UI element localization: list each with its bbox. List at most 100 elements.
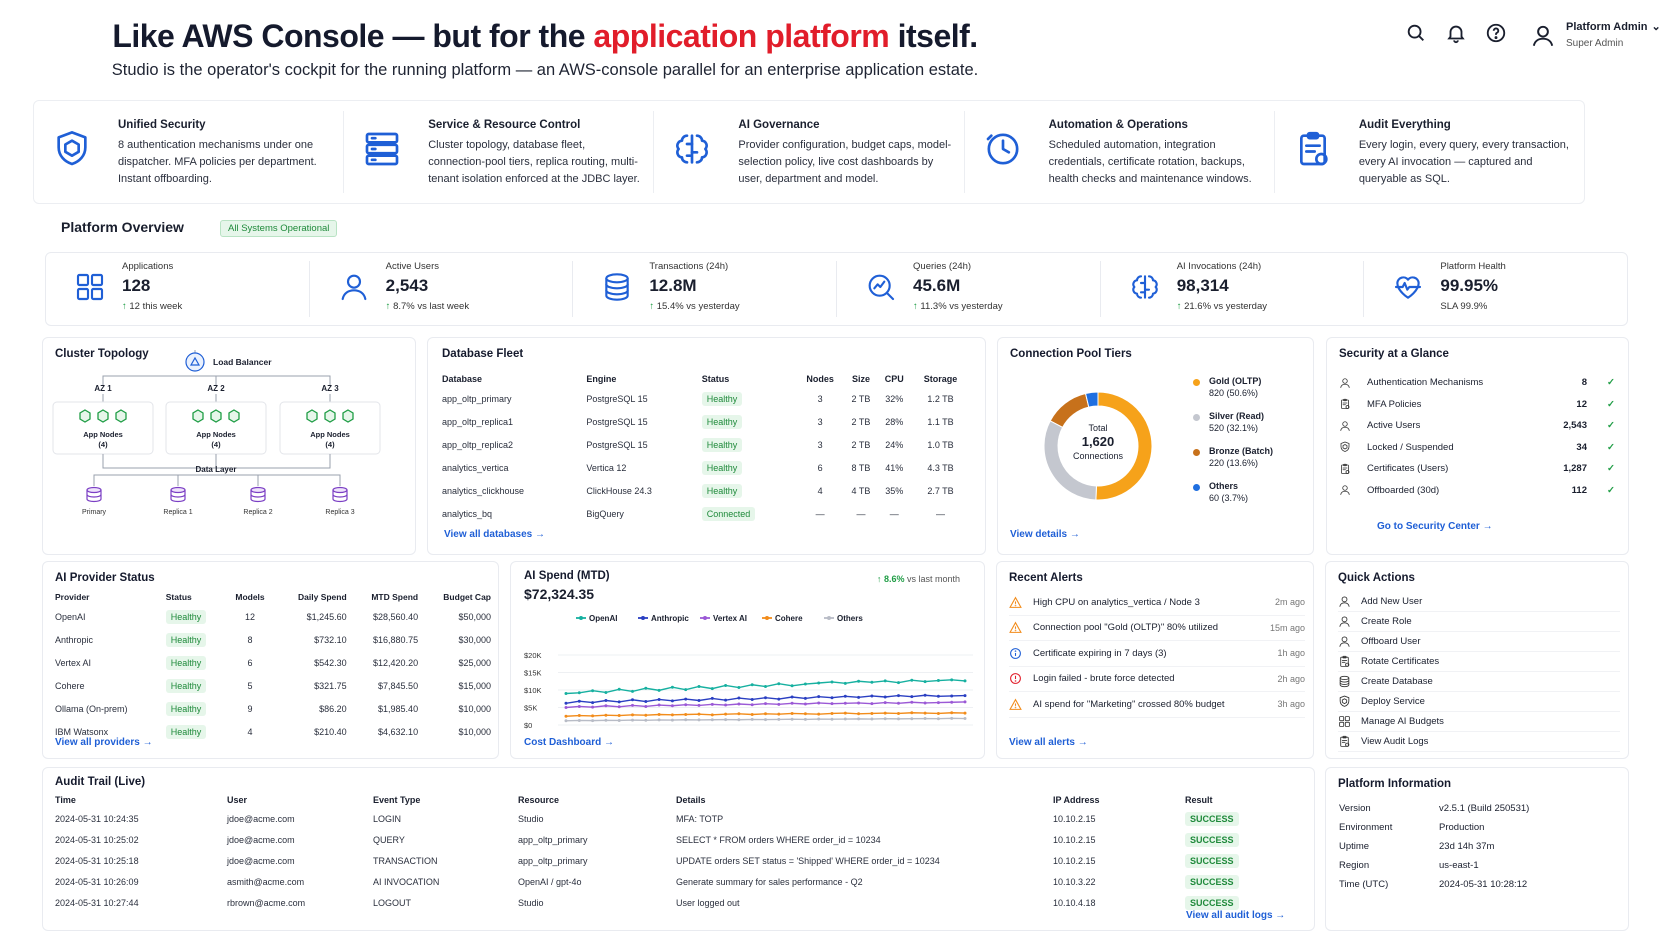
view-all-providers-link[interactable]: View all providers → xyxy=(55,737,153,748)
hero: Like AWS Console — but for the applicati… xyxy=(0,0,1672,95)
data-point xyxy=(843,681,847,685)
legend-label: OpenAI xyxy=(589,614,617,623)
data-point xyxy=(803,717,807,721)
security-row[interactable]: Locked / Suspended 34 ✓ xyxy=(1339,437,1621,459)
audit-row[interactable]: 2024-05-31 10:24:35 jdoe@acme.com LOGIN Stu… xyxy=(55,808,1300,829)
data-point xyxy=(604,690,608,694)
arrow-up-icon: ↑ xyxy=(385,301,394,312)
fleet-cell: BigQuery xyxy=(586,508,624,519)
data-point xyxy=(923,680,927,684)
fleet-cell: PostgreSQL 15 xyxy=(586,416,648,427)
quick-action-item[interactable]: Rotate Certificates xyxy=(1338,652,1620,672)
security-label: Offboarded (30d) xyxy=(1367,484,1440,496)
legend-item: Others xyxy=(824,614,863,623)
fleet-cell: 41% xyxy=(885,462,904,473)
node-icon xyxy=(115,409,127,423)
fleet-cell: analytics_clickhouse xyxy=(442,485,525,496)
help-icon[interactable] xyxy=(1485,22,1507,44)
cost-dashboard-link[interactable]: Cost Dashboard → xyxy=(524,737,615,748)
alert-row[interactable]: Connection pool "Gold (OLTP)" 80% utiliz… xyxy=(1009,616,1305,641)
search-icon[interactable] xyxy=(1405,22,1427,44)
kpi-delta-text: 11.3% vs yesterday xyxy=(920,301,1003,312)
audit-row[interactable]: 2024-05-31 10:25:02 jdoe@acme.com QUERY app… xyxy=(55,829,1300,850)
security-row[interactable]: Authentication Mechanisms 8 ✓ xyxy=(1339,372,1621,394)
security-row[interactable]: Active Users 2,543 ✓ xyxy=(1339,415,1621,437)
view-all-databases-link[interactable]: View all databases → xyxy=(444,529,545,540)
data-point xyxy=(697,703,701,707)
database-fleet-card: Database Fleet Database Engine Status Nodes… xyxy=(427,337,986,555)
quick-action-item[interactable]: Create Role xyxy=(1338,612,1620,632)
alert-row[interactable]: Certificate expiring in 7 days (3) 1h ago xyxy=(1009,641,1305,667)
data-point xyxy=(724,703,728,707)
fleet-row[interactable]: analytics_vertica Vertica 12 Healthy 6 8 TB 4… xyxy=(442,456,970,479)
node-icon xyxy=(306,409,318,423)
kpi-label: Applications xyxy=(122,261,174,272)
data-point xyxy=(697,699,701,702)
provider-cell: OpenAI xyxy=(55,611,86,622)
security-value: 2,543 xyxy=(1563,420,1587,432)
data-point xyxy=(657,713,661,716)
user-menu[interactable]: Platform Admin ⌄ Super Admin xyxy=(1530,20,1661,49)
view-all-audit-link[interactable]: View all audit logs → xyxy=(1186,910,1286,921)
fleet-row[interactable]: app_oltp_replica2 PostgreSQL 15 Healthy 3 2 … xyxy=(442,433,970,456)
audit-cell: QUERY xyxy=(373,834,405,845)
security-row[interactable]: Offboarded (30d) 112 ✓ xyxy=(1339,480,1621,502)
fleet-row[interactable]: analytics_bq BigQuery Connected — — — — xyxy=(442,502,970,525)
security-row[interactable]: Certificates (Users) 1,287 ✓ xyxy=(1339,458,1621,480)
quick-action-label: Add New User xyxy=(1361,596,1423,607)
status-badge: Healthy xyxy=(165,701,207,716)
provider-row[interactable]: Vertex AI Healthy 6 $542.30 $12,420.20 $25,00… xyxy=(55,651,491,674)
arrow-up-icon: ↑ xyxy=(122,301,130,312)
feature-1: Service & Resource Control Cluster topolo… xyxy=(344,111,655,193)
provider-row[interactable]: OpenAI Healthy 12 $1,245.60 $28,560.40 $50,00… xyxy=(55,605,491,628)
audit-row[interactable]: 2024-05-31 10:26:09 asmith@acme.com AI INV… xyxy=(55,871,1300,892)
legend-dot xyxy=(1193,484,1200,491)
provider-row[interactable]: IBM Watsonx Healthy 4 $210.40 $4,632.10 $10,0… xyxy=(55,720,491,743)
data-point xyxy=(936,694,940,698)
data-point xyxy=(883,695,887,699)
quick-action-label: Rotate Certificates xyxy=(1361,656,1440,667)
tier-detail: 220 (13.6%) xyxy=(1209,458,1259,468)
load-balancer xyxy=(185,352,205,372)
alert-row[interactable]: Login failed - brute force detected 2h ag… xyxy=(1009,667,1305,692)
provider-row[interactable]: Anthropic Healthy 8 $732.10 $16,880.75 $30,00… xyxy=(55,628,491,651)
view-details-link[interactable]: View details → xyxy=(1010,529,1080,540)
quick-action-item[interactable]: Offboard User xyxy=(1338,632,1620,652)
tier-detail: 60 (3.7%) xyxy=(1209,493,1249,503)
fleet-row[interactable]: app_oltp_primary PostgreSQL 15 Healthy 3 2 T… xyxy=(442,387,970,410)
provider-row[interactable]: Ollama (On-prem) Healthy 9 $86.20 $1,985.40 $… xyxy=(55,697,491,720)
view-all-alerts-link[interactable]: View all alerts → xyxy=(1009,737,1088,748)
security-center-link[interactable]: Go to Security Center → xyxy=(1377,521,1493,532)
data-point xyxy=(803,712,807,716)
quick-action-item[interactable]: Deploy Service xyxy=(1338,692,1620,712)
legend-item: Cohere xyxy=(762,614,803,623)
quick-action-item[interactable]: View Audit Logs xyxy=(1338,732,1620,752)
audit-cell: 2024-05-31 10:25:18 xyxy=(55,855,139,866)
fleet-row[interactable]: app_oltp_replica1 PostgreSQL 15 Healthy 3 2 … xyxy=(442,410,970,433)
tier-name: Others xyxy=(1209,481,1239,491)
fleet-cell: PostgreSQL 15 xyxy=(586,393,648,404)
fleet-row[interactable]: analytics_clickhouse ClickHouse 24.3 Healt… xyxy=(442,479,970,502)
pool-total: 1,620 xyxy=(1081,434,1115,449)
data-point xyxy=(777,712,781,716)
app-nodes-label: App Nodes xyxy=(310,430,350,439)
spend-total: $72,324.35 xyxy=(524,586,595,602)
alert-row[interactable]: High CPU on analytics_vertica / Node 3 2m… xyxy=(1009,590,1305,616)
security-value: 12 xyxy=(1576,398,1587,410)
security-row[interactable]: MFA Policies 12 ✓ xyxy=(1339,394,1621,416)
alert-row[interactable]: AI spend for "Marketing" crossed 80% bud… xyxy=(1009,692,1305,718)
quick-action-item[interactable]: Add New User xyxy=(1338,592,1620,612)
kpi-row: Applications 128 ↑ 12 this week Active User… xyxy=(45,252,1628,326)
bell-icon[interactable] xyxy=(1445,22,1467,44)
quick-action-item[interactable]: Create Database xyxy=(1338,672,1620,692)
quick-action-item[interactable]: Manage AI Budgets xyxy=(1338,712,1620,732)
provider-row[interactable]: Cohere Healthy 5 $321.75 $7,845.50 $15,000 xyxy=(55,674,491,697)
apps-icon xyxy=(76,273,104,301)
audit-row[interactable]: 2024-05-31 10:27:44 rbrown@acme.com LOGOUT… xyxy=(55,892,1300,913)
clipboard-icon xyxy=(1341,399,1350,410)
cluster-topology-card: Cluster Topology Load Balancer AZ 1 App No… xyxy=(42,337,416,555)
data-layer-label: Data Layer xyxy=(196,465,237,474)
data-point xyxy=(817,717,821,721)
data-point xyxy=(923,717,927,721)
audit-row[interactable]: 2024-05-31 10:25:18 jdoe@acme.com TRANSACT… xyxy=(55,850,1300,871)
